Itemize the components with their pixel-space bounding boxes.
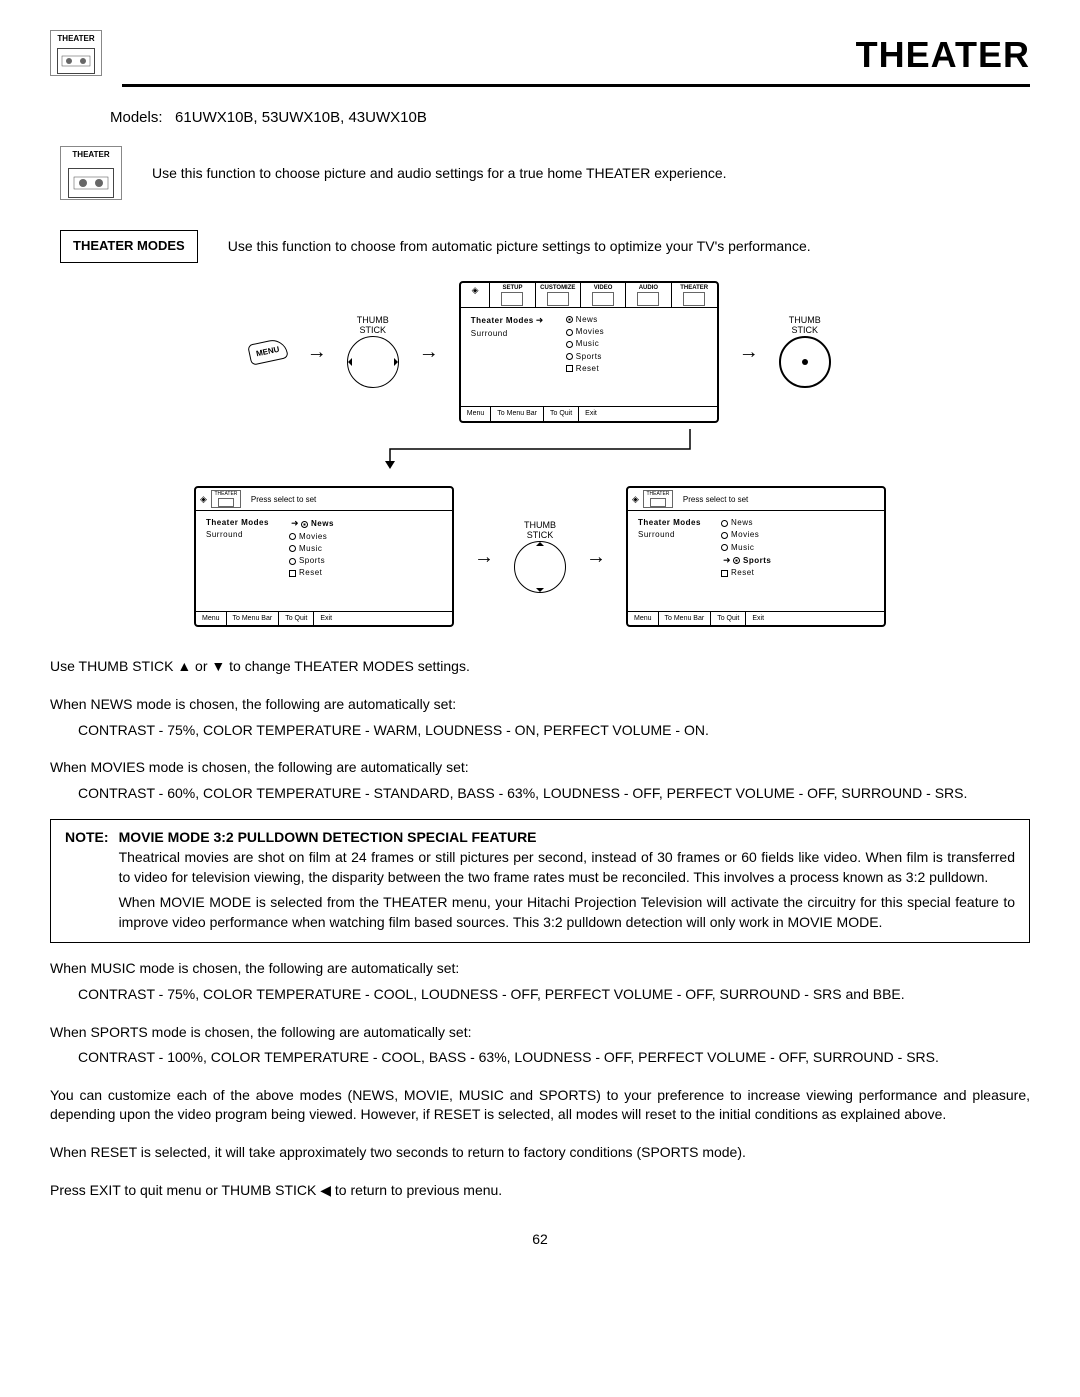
- note-p1: Theatrical movies are shot on film at 24…: [119, 848, 1015, 887]
- note-label: NOTE:: [65, 828, 109, 932]
- thumbstick-instruction: Use THUMB STICK ▲ or ▼ to change THEATER…: [50, 657, 1030, 677]
- nav-icon: ◈: [632, 493, 639, 506]
- nav-icon: ◈: [200, 493, 207, 506]
- arrow-right-icon: →: [739, 338, 759, 366]
- reset-paragraph: When RESET is selected, it will take app…: [50, 1143, 1030, 1163]
- arrow-right-icon: →: [307, 338, 327, 366]
- page-number: 62: [50, 1230, 1030, 1250]
- theater-modes-text: Use this function to choose from automat…: [228, 237, 811, 257]
- movies-detail: CONTRAST - 60%, COLOR TEMPERATURE - STAN…: [78, 784, 1030, 804]
- theater-logo-secondary: THEATER: [60, 146, 122, 200]
- movies-intro: When MOVIES mode is chosen, the followin…: [50, 758, 1030, 778]
- screen-tabs: ◈ SETUP CUSTOMIZE VIDEO AUDIO THEATER: [461, 283, 717, 308]
- arrow-right-icon: →: [474, 543, 494, 571]
- logo-film-icon-2: [68, 168, 114, 198]
- screen-sports: ◈ THEATER Press select to set Theater Mo…: [626, 486, 886, 627]
- models-line: Models: 61UWX10B, 53UWX10B, 43UWX10B: [110, 107, 1030, 128]
- menu-button: MENU: [247, 337, 288, 366]
- note-heading: MOVIE MODE 3:2 PULLDOWN DETECTION SPECIA…: [119, 828, 1015, 848]
- models-value: 61UWX10B, 53UWX10B, 43UWX10B: [175, 109, 427, 126]
- arrow-right-icon: →: [586, 543, 606, 571]
- music-detail: CONTRAST - 75%, COLOR TEMPERATURE - COOL…: [78, 985, 1030, 1005]
- sports-intro: When SPORTS mode is chosen, the followin…: [50, 1023, 1030, 1043]
- nav-icon: ◈: [472, 284, 479, 297]
- models-label: Models:: [110, 109, 163, 126]
- theater-modes-label: THEATER MODES: [60, 230, 198, 262]
- thumbstick-label-2: THUMB STICK: [789, 316, 821, 336]
- customize-paragraph: You can customize each of the above mode…: [50, 1086, 1030, 1125]
- logo-film-icon: [57, 48, 95, 74]
- screen-news: ◈ THEATER Press select to set Theater Mo…: [194, 486, 454, 627]
- thumbstick-label-1: THUMB STICK: [357, 316, 389, 336]
- exit-paragraph: Press EXIT to quit menu or THUMB STICK ◀…: [50, 1181, 1030, 1201]
- news-intro: When NEWS mode is chosen, the following …: [50, 695, 1030, 715]
- music-intro: When MUSIC mode is chosen, the following…: [50, 959, 1030, 979]
- intro-text: Use this function to choose picture and …: [152, 164, 727, 184]
- note-box: NOTE: MOVIE MODE 3:2 PULLDOWN DETECTION …: [50, 819, 1030, 943]
- sports-detail: CONTRAST - 100%, COLOR TEMPERATURE - COO…: [78, 1048, 1030, 1068]
- down-arrow-icon: [370, 429, 710, 475]
- page-title: THEATER: [122, 30, 1030, 87]
- logo-text-2: THEATER: [72, 149, 109, 160]
- logo-text: THEATER: [57, 33, 94, 44]
- thumbstick-icon: [347, 336, 399, 388]
- screen-top: ◈ SETUP CUSTOMIZE VIDEO AUDIO THEATER Th…: [459, 281, 719, 423]
- news-detail: CONTRAST - 75%, COLOR TEMPERATURE - WARM…: [78, 721, 1030, 741]
- theater-logo: THEATER: [50, 30, 102, 76]
- thumbstick-icon-updown: [514, 541, 566, 593]
- arrow-right-icon: →: [419, 338, 439, 366]
- diagram-area: MENU → THUMB STICK → ◈ SETUP CUSTOMIZE V…: [50, 281, 1030, 628]
- note-p2: When MOVIE MODE is selected from the THE…: [119, 893, 1015, 932]
- thumbstick-icon-press: [779, 336, 831, 388]
